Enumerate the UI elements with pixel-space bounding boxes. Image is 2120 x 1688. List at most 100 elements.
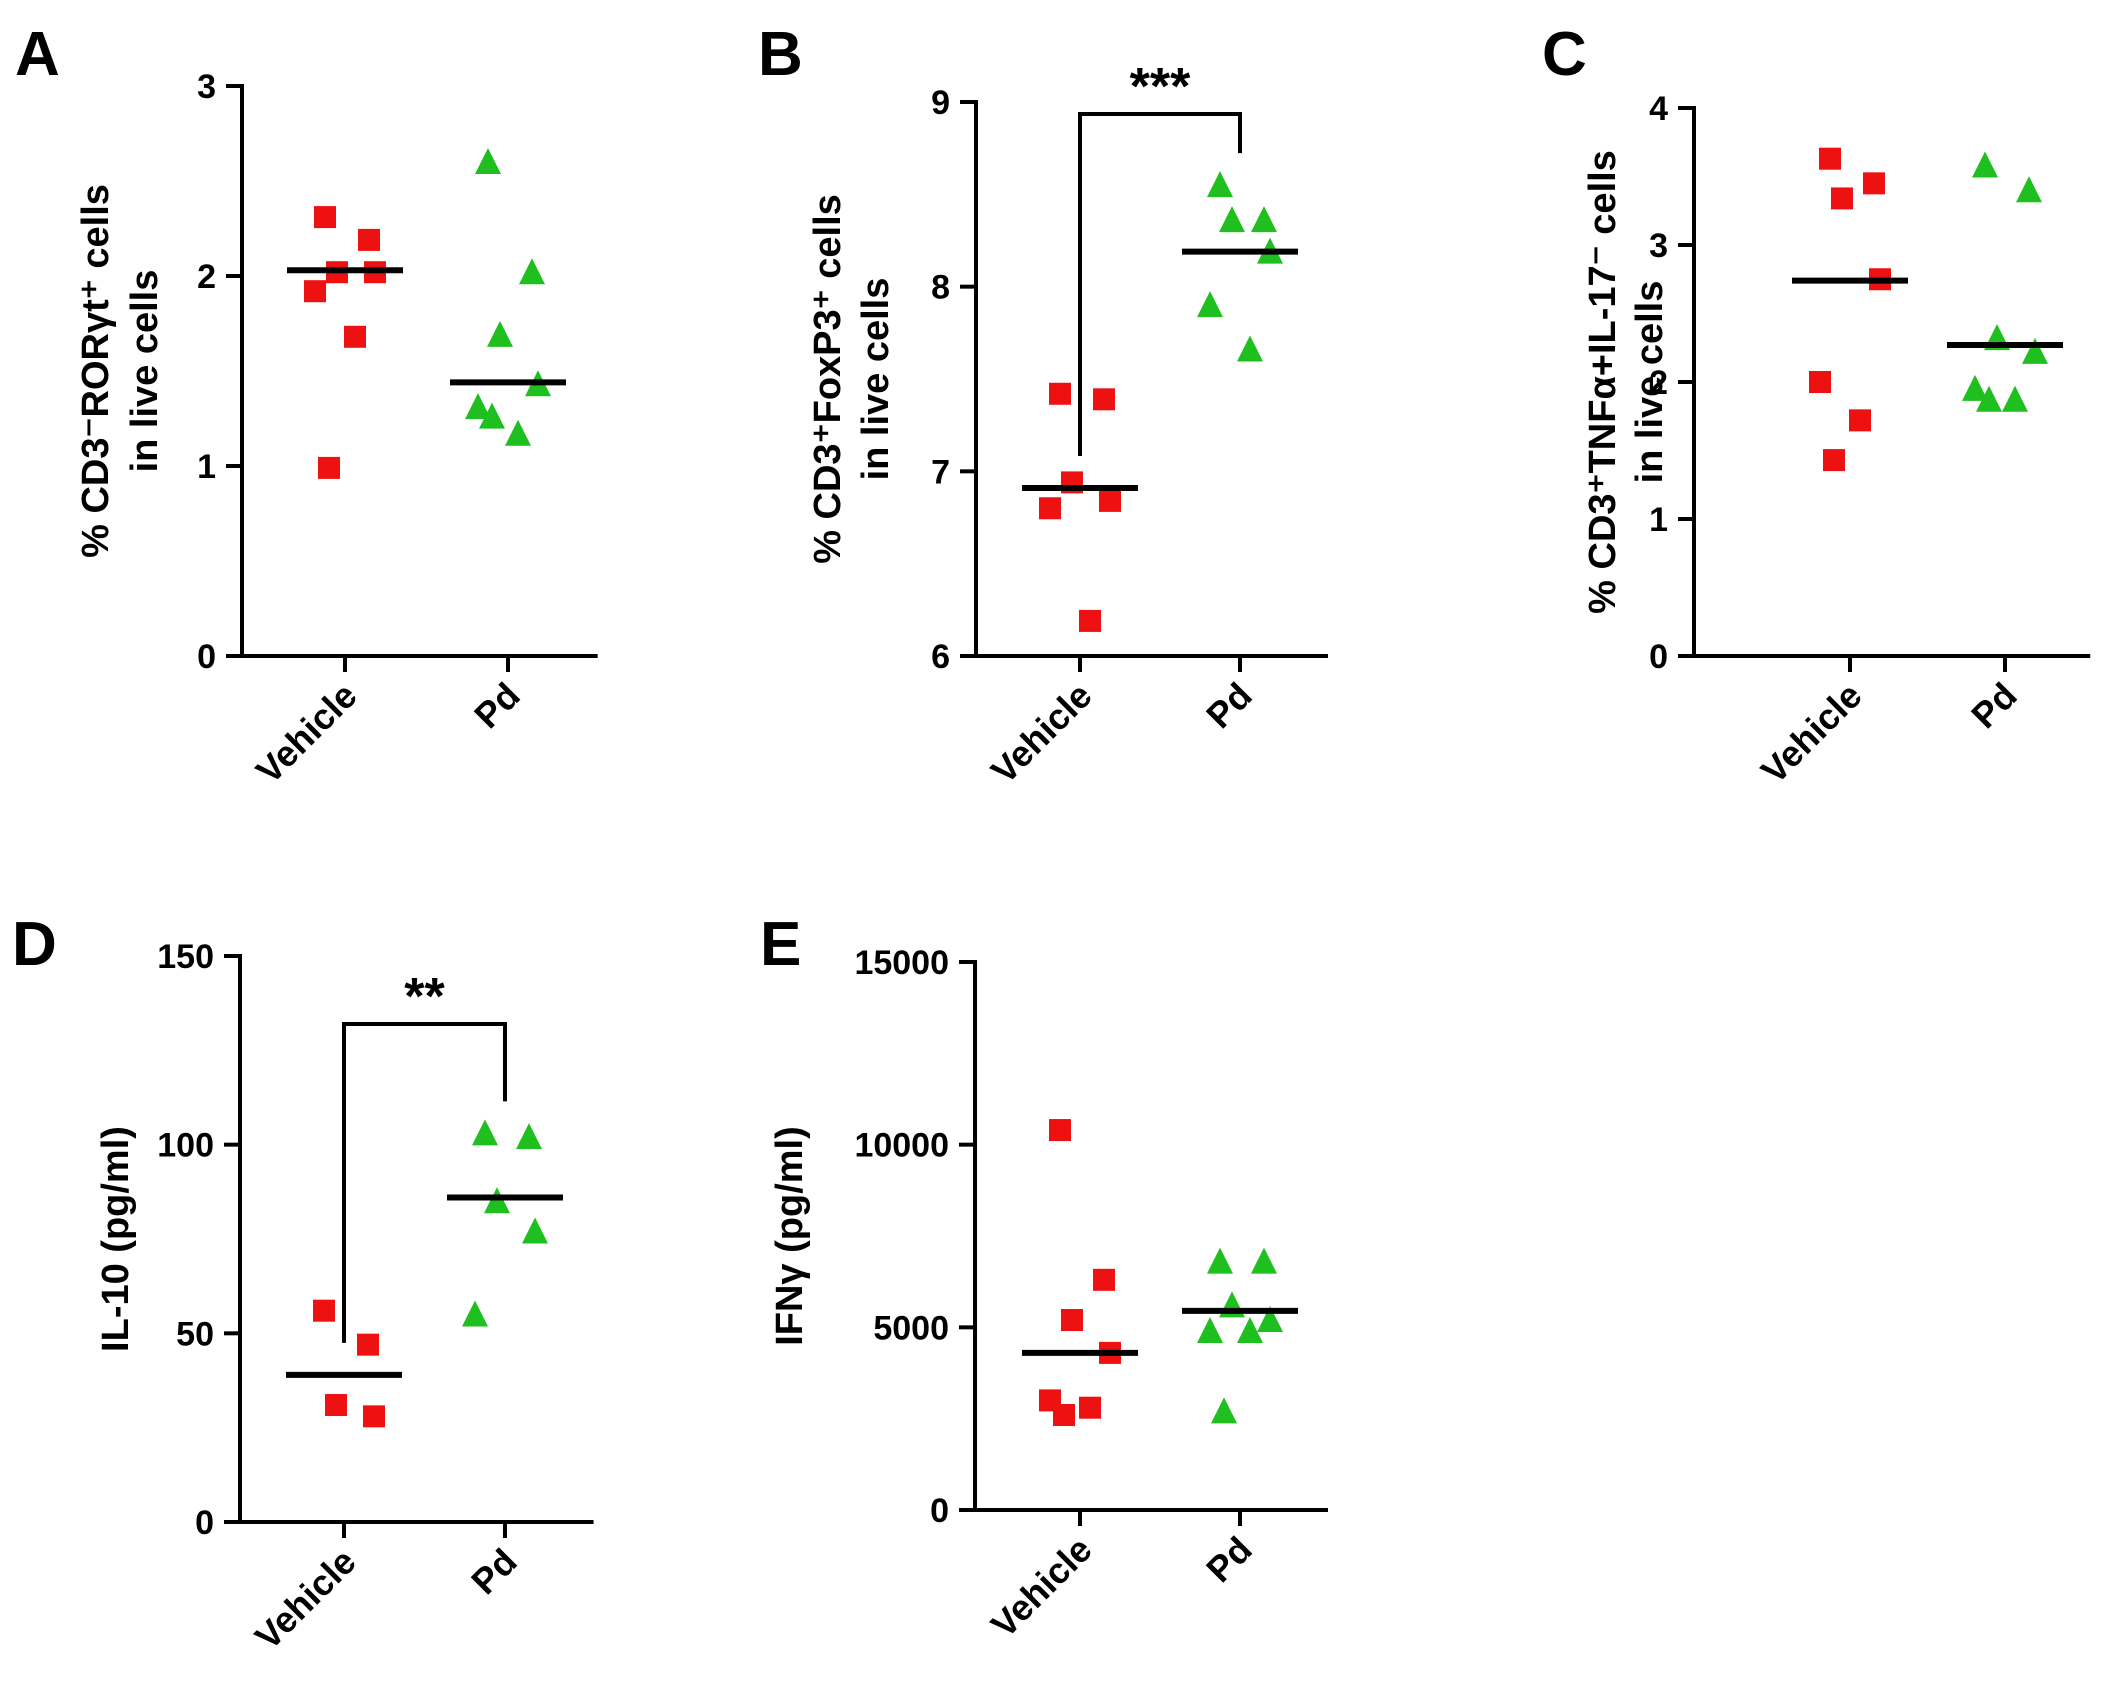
- data-point-pd: [1972, 151, 1998, 178]
- panel-b: B 6 7 8 9 Vehicle Pd % CD3⁺FoxP3⁺ cells in live …: [758, 20, 1328, 791]
- significance-label: **: [404, 968, 445, 1026]
- category-label: Vehicle: [983, 675, 1100, 792]
- panel-label: B: [758, 20, 803, 89]
- data-point-pd: [1237, 335, 1263, 362]
- data-point-vehicle: [1809, 371, 1831, 393]
- y-tick-label: 3: [197, 68, 216, 106]
- data-point-pd: [1197, 1316, 1223, 1343]
- y-tick-label: 1: [197, 448, 216, 486]
- category-label: Vehicle: [247, 1541, 364, 1658]
- y-tick-label: 3: [1649, 227, 1668, 265]
- y-tick-label: 9: [931, 84, 950, 122]
- data-point-pd: [475, 148, 501, 174]
- y-tick-label: 0: [1649, 638, 1668, 676]
- panel-label: C: [1542, 20, 1587, 89]
- y-axis-label: % CD3⁺FoxP3⁺ cells: [807, 194, 849, 564]
- data-point-pd: [472, 1119, 498, 1146]
- data-point-vehicle: [1061, 1309, 1083, 1332]
- y-tick-label: 100: [157, 1127, 214, 1165]
- panel-d: D 0 50 100 150 Vehicle Pd IL-10 (pg/ml) **: [12, 910, 594, 1657]
- y-tick-label: 8: [931, 269, 950, 307]
- data-point-vehicle: [1093, 388, 1115, 411]
- y-tick-label: 2: [1649, 364, 1668, 402]
- y-tick-label: 10000: [854, 1127, 949, 1165]
- data-point-vehicle: [1823, 449, 1845, 472]
- y-tick-label: 2: [197, 258, 216, 296]
- data-point-pd: [1251, 206, 1277, 233]
- panel-c: C 0 1 2 3 4 Vehicle Pd % CD3⁺TNFα+IL-17⁻ cells in…: [1542, 20, 2091, 792]
- data-point-pd: [479, 402, 505, 429]
- panel-a: A 0 1 2 3 Vehicle Pd % CD3⁻RORγt⁺ cells in live …: [15, 20, 598, 791]
- data-point-pd: [1197, 291, 1223, 318]
- significance-bracket: [342, 1022, 507, 1343]
- data-point-pd: [1207, 1247, 1233, 1274]
- data-point-pd: [1976, 385, 2002, 412]
- data-point-vehicle: [325, 1394, 347, 1417]
- y-tick-label: 15000: [854, 944, 949, 982]
- data-point-pd: [2016, 176, 2042, 203]
- panel-e: E 0 5000 10000 15000 Vehicle Pd IFNγ (pg/ml): [760, 910, 1328, 1645]
- panel-label: D: [12, 910, 57, 979]
- category-label: Pd: [1963, 675, 2025, 737]
- data-point-vehicle: [1053, 1404, 1075, 1427]
- data-point-pd: [2022, 337, 2048, 364]
- data-point-vehicle: [1049, 1119, 1071, 1142]
- data-point-pd: [465, 393, 491, 420]
- data-point-pd: [1257, 1306, 1283, 1333]
- y-axis-label: % CD3⁻RORγt⁺ cells: [75, 184, 117, 558]
- y-axis-label: IFNγ (pg/ml): [769, 1126, 811, 1346]
- y-tick-label: 0: [197, 638, 216, 676]
- y-axis-label: IL-10 (pg/ml): [95, 1126, 137, 1352]
- y-tick-label: 4: [1649, 90, 1668, 128]
- y-tick-label: 50: [176, 1315, 214, 1353]
- data-point-vehicle: [1099, 489, 1121, 512]
- category-label: Pd: [463, 1541, 525, 1603]
- category-label: Vehicle: [983, 1529, 1100, 1646]
- data-point-pd: [1219, 206, 1245, 233]
- data-point-pd: [1251, 1247, 1277, 1274]
- panel-label: E: [760, 910, 801, 979]
- data-point-vehicle: [304, 280, 326, 303]
- data-point-vehicle: [363, 1405, 385, 1428]
- y-axis-label: in live cells: [124, 270, 166, 473]
- data-point-pd: [1211, 1397, 1237, 1424]
- data-point-vehicle: [1819, 147, 1841, 170]
- data-point-vehicle: [358, 228, 380, 251]
- y-axis-label: % CD3⁺TNFα+IL-17⁻ cells: [1582, 150, 1624, 614]
- y-tick-label: 150: [157, 938, 214, 976]
- data-point-pd: [487, 320, 513, 347]
- data-point-pd: [522, 1217, 548, 1244]
- y-tick-label: 6: [931, 638, 950, 676]
- data-point-vehicle: [357, 1333, 379, 1356]
- category-label: Pd: [466, 675, 528, 737]
- y-axis-label: in live cells: [855, 278, 897, 481]
- category-label: Vehicle: [1753, 675, 1870, 792]
- category-label: Vehicle: [248, 675, 365, 792]
- data-point-vehicle: [1863, 172, 1885, 195]
- data-point-pd: [1962, 374, 1988, 401]
- data-point-vehicle: [318, 456, 340, 479]
- data-point-vehicle: [1039, 497, 1061, 520]
- data-point-vehicle: [314, 206, 336, 229]
- data-point-pd: [2002, 385, 2028, 412]
- data-point-vehicle: [313, 1299, 335, 1322]
- data-point-vehicle: [344, 325, 366, 348]
- data-point-pd: [519, 258, 545, 285]
- panel-label: A: [15, 20, 60, 89]
- data-point-vehicle: [1849, 409, 1871, 432]
- y-tick-label: 1: [1649, 501, 1668, 539]
- data-point-vehicle: [1049, 382, 1071, 405]
- data-point-vehicle: [1079, 609, 1101, 632]
- significance-label: ***: [1130, 58, 1191, 116]
- data-point-vehicle: [1079, 1396, 1101, 1419]
- data-point-pd: [1237, 1316, 1263, 1343]
- data-point-pd: [462, 1300, 488, 1327]
- data-point-pd: [516, 1123, 542, 1150]
- data-point-vehicle: [1093, 1268, 1115, 1291]
- data-point-pd: [505, 419, 531, 446]
- category-label: Pd: [1198, 675, 1260, 737]
- significance-bracket: [1078, 112, 1242, 456]
- y-tick-label: 7: [931, 453, 950, 491]
- category-label: Pd: [1198, 1529, 1260, 1591]
